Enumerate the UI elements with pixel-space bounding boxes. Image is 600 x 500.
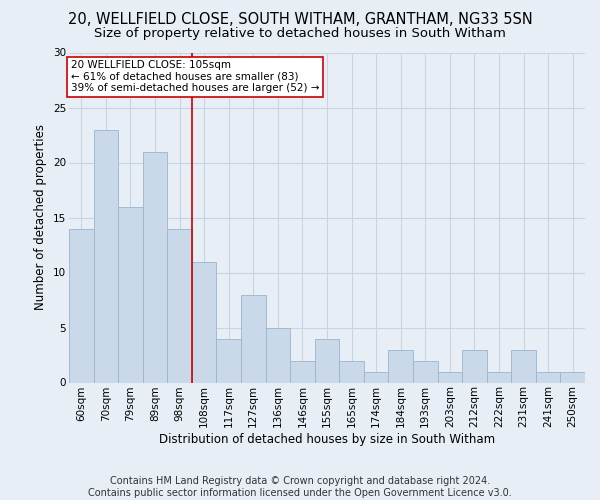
Bar: [339, 360, 364, 382]
Bar: [487, 372, 511, 382]
Bar: [290, 360, 315, 382]
Bar: [462, 350, 487, 382]
Bar: [69, 228, 94, 382]
Text: 20, WELLFIELD CLOSE, SOUTH WITHAM, GRANTHAM, NG33 5SN: 20, WELLFIELD CLOSE, SOUTH WITHAM, GRANT…: [68, 12, 532, 28]
Bar: [364, 372, 388, 382]
Bar: [143, 152, 167, 382]
Text: 20 WELLFIELD CLOSE: 105sqm
← 61% of detached houses are smaller (83)
39% of semi: 20 WELLFIELD CLOSE: 105sqm ← 61% of deta…: [71, 60, 319, 94]
Bar: [511, 350, 536, 382]
Bar: [266, 328, 290, 382]
Bar: [217, 338, 241, 382]
X-axis label: Distribution of detached houses by size in South Witham: Distribution of detached houses by size …: [159, 433, 495, 446]
Bar: [118, 206, 143, 382]
Bar: [94, 130, 118, 382]
Bar: [167, 228, 192, 382]
Bar: [315, 338, 339, 382]
Bar: [437, 372, 462, 382]
Y-axis label: Number of detached properties: Number of detached properties: [34, 124, 47, 310]
Bar: [388, 350, 413, 382]
Bar: [192, 262, 217, 382]
Bar: [536, 372, 560, 382]
Bar: [413, 360, 437, 382]
Text: Size of property relative to detached houses in South Witham: Size of property relative to detached ho…: [94, 28, 506, 40]
Bar: [560, 372, 585, 382]
Bar: [241, 294, 266, 382]
Text: Contains HM Land Registry data © Crown copyright and database right 2024.
Contai: Contains HM Land Registry data © Crown c…: [88, 476, 512, 498]
